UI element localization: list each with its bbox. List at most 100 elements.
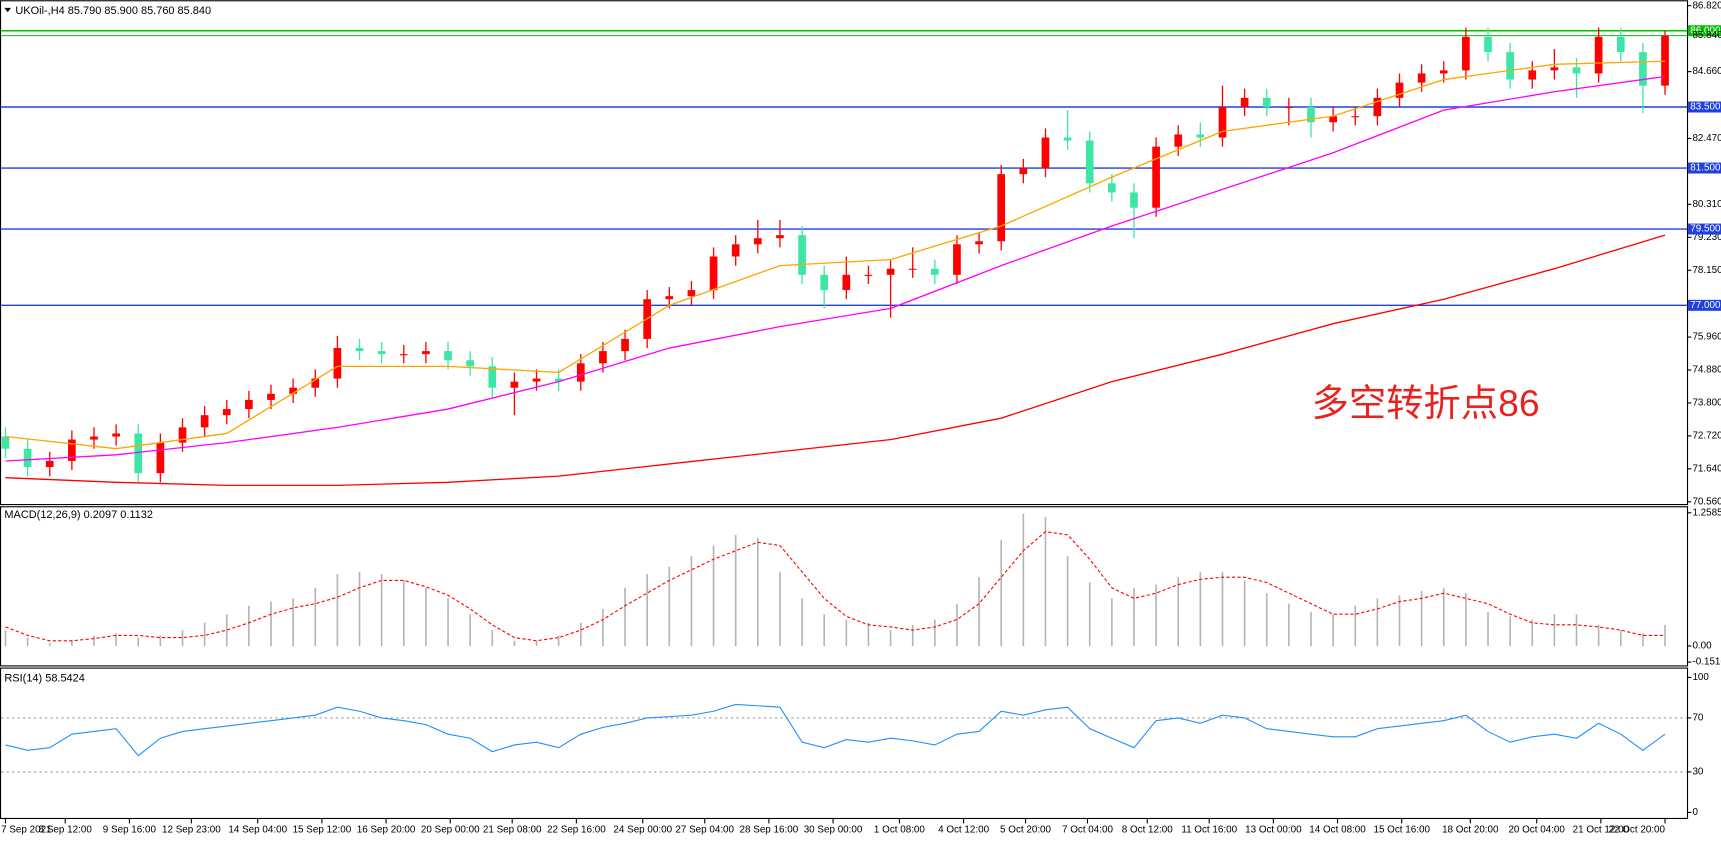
candle-body [1329,116,1337,123]
moving-average [5,60,1666,450]
candle-body [731,244,740,257]
candle-body [1218,107,1227,138]
candle-body [1,436,10,449]
y-tick-label: 82.470 [1692,133,1721,144]
candle-body [1130,192,1138,208]
x-tick-label: 13 Oct 00:00 [1245,825,1302,836]
level-tag [1688,101,1721,113]
y-tick-label: 70 [1692,713,1703,724]
bid-label: 85.840 [1692,30,1721,41]
candle-body [842,274,851,291]
candle-body [1196,134,1205,138]
x-tick-label: 28 Sep 16:00 [740,825,799,836]
candle-body [156,442,165,474]
candle-body [90,436,98,440]
macd-signal [5,531,1666,642]
y-tick-label: 30 [1692,767,1703,778]
candle-body [1240,97,1249,108]
macd-pane [0,506,1689,667]
candle-body [289,387,297,394]
moving-average [5,75,1666,462]
candle-body [997,174,1006,242]
candle-body [200,415,209,428]
rsi-pane [0,667,1689,820]
y-tick-label: 71.640 [1692,463,1721,474]
x-tick-label: 9 Sep 16:00 [103,825,157,836]
menu-icon[interactable] [4,7,11,13]
candle-body [399,354,408,356]
candle-body [776,235,784,239]
x-tick-label: 14 Oct 08:00 [1309,825,1366,836]
candle-body [621,338,629,352]
candle-body [1528,70,1537,80]
level-tag [1688,162,1721,174]
x-tick-label: 22 Sep 16:00 [547,825,606,836]
level-label: 83.500 [1690,102,1721,113]
candle-body [267,393,275,400]
x-tick-label: 5 Oct 20:00 [1000,825,1051,836]
candle-body [554,378,563,382]
candle-body [377,351,386,355]
rsi-label: RSI(14) 58.5424 [4,672,85,684]
candle-body [798,235,806,275]
candle-body [908,268,917,270]
candle-body [1639,52,1647,86]
x-tick-label: 27 Sep 04:00 [675,825,734,836]
candle-body [1373,97,1382,117]
y-tick-label: 84.660 [1692,66,1721,77]
x-tick-label: 8 Sep 12:00 [39,825,93,836]
candle-body [422,351,430,355]
candle-body [1152,146,1160,208]
y-tick-label: 74.880 [1692,365,1721,376]
candle-body [687,290,696,297]
x-tick-label: 4 Oct 12:00 [938,825,989,836]
candle-body [1085,140,1094,184]
y-tick-label: 86.820 [1692,0,1721,11]
x-tick-label: 16 Sep 20:00 [357,825,416,836]
candle-body [23,448,32,468]
candle-body [45,460,54,468]
x-tick-label: 1 Oct 08:00 [874,825,925,836]
x-tick-label: 15 Sep 12:00 [293,825,352,836]
y-tick-label: 73.800 [1692,398,1721,409]
candle-body [665,296,674,300]
candle-body [599,351,607,364]
candle-body [510,381,519,388]
y-tick-label: 75.960 [1692,332,1721,343]
x-tick-label: 20 Sep 00:00 [421,825,480,836]
level-tag [1688,299,1721,311]
x-tick-label: 12 Sep 23:00 [162,825,221,836]
y-tick-label: 78.150 [1692,265,1721,276]
level-label: 79.500 [1690,224,1721,235]
candle-body [68,439,76,461]
candle-body [1616,36,1625,53]
x-tick-label: 8 Oct 12:00 [1122,825,1173,836]
x-tick-label: 7 Sep 2021 [1,825,51,836]
candle-body [1307,107,1315,123]
candle-body [820,274,829,291]
level-tag [1688,25,1721,37]
y-tick-label: 79.230 [1692,232,1721,243]
y-tick-label: 0.00 [1692,641,1712,652]
candle-body [975,241,983,245]
candle-body [488,366,497,388]
candle-body [245,399,253,410]
level-label: 77.000 [1690,300,1721,311]
candle-body [112,433,120,437]
x-tick-label: 14 Sep 04:00 [228,825,287,836]
y-tick-label: 1.2585 [1692,507,1721,518]
level-label: 81.500 [1690,163,1721,174]
candle-body [1174,134,1183,147]
candle-body [576,363,585,382]
main-pane [0,0,1689,506]
candle-body [753,238,762,245]
candle-body [466,360,474,367]
y-tick-label: -0.1516 [1692,657,1721,668]
level-label: 86.000 [1690,25,1721,36]
x-tick-label: 21 Sep 08:00 [483,825,542,836]
candle-body [930,268,939,275]
candle-body [1462,36,1470,71]
candle-body [1285,107,1293,109]
x-tick-label: 15 Oct 16:00 [1373,825,1430,836]
